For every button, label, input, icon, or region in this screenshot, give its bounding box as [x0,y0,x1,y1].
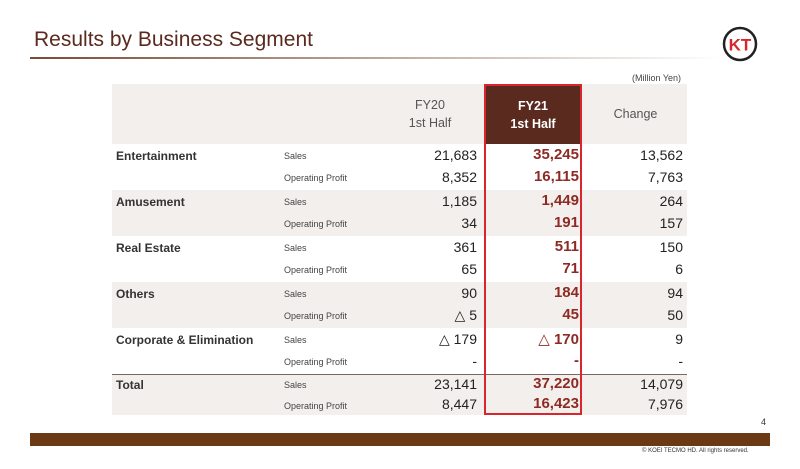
title-underline [30,57,720,59]
value-fy21: 16,423 [533,395,579,412]
value-change: 13,562 [640,147,683,163]
page-number: 4 [761,417,767,427]
footer-bar [30,433,770,446]
metric-label: Sales [284,197,307,207]
value-change: 7,976 [647,396,683,412]
segment-group-real-estate: Real Estate Sales 361 511 150 Operating … [112,236,687,282]
column-header-change: Change [584,84,687,144]
column-header-line2: 1st Half [408,116,452,130]
value-fy20: 8,447 [441,396,477,412]
metric-label: Sales [284,151,307,161]
column-header-line1: Change [613,107,658,121]
value-fy20: 34 [461,215,477,231]
metric-label: Operating Profit [284,265,348,275]
segment-group-corporate-elimination: Corporate & Elimination Sales △ 179 △ 17… [112,328,687,374]
segment-group-amusement: Amusement Sales 1,185 1,449 264 Operatin… [112,190,687,236]
metric-label: Operating Profit [284,173,348,183]
segment-group-others: Others Sales 90 184 94 Operating Profit … [112,282,687,328]
copyright-notice: © KOEI TECMO HD. All rights reserved. [642,448,749,454]
segment-name: Total [116,378,144,392]
total-separator-line [112,374,687,375]
metric-label: Sales [284,380,307,390]
value-fy21: 184 [553,284,579,301]
value-fy21: 37,220 [533,375,579,392]
value-change: 7,763 [647,169,683,185]
value-change: - [678,353,683,369]
column-header-fy21: FY21 1st Half [486,86,580,144]
metric-label: Sales [284,335,307,345]
value-fy21: 191 [553,214,579,231]
segment-group-entertainment: Entertainment Sales 21,683 35,245 13,562… [112,144,687,190]
value-change: 14,079 [640,376,683,392]
value-change: 264 [659,193,683,209]
value-change: 9 [675,331,683,347]
metric-label: Operating Profit [284,219,348,229]
value-change: 6 [675,261,683,277]
segment-name: Entertainment [116,149,197,163]
metric-label: Operating Profit [284,401,348,411]
value-fy21: 71 [562,260,579,277]
value-fy20: 23,141 [434,376,477,392]
segment-results-table: FY20 1st Half FY21 1st Half Change Enter… [112,84,687,415]
page-title: Results by Business Segment [34,28,313,51]
value-fy21: 45 [562,306,579,323]
metric-label: Sales [284,289,307,299]
value-fy20: 65 [461,261,477,277]
column-header-fy20: FY20 1st Half [378,84,482,144]
value-fy20: - [472,353,477,369]
value-fy20: 90 [461,285,477,301]
column-header-line1: FY21 [518,99,548,113]
value-fy21: 35,245 [533,146,579,163]
header-row-background [112,84,687,144]
value-fy20: △ 5 [454,307,477,323]
segment-group-total: Total Sales 23,141 37,220 14,079 Operati… [112,375,687,415]
value-fy20: △ 179 [438,331,477,347]
company-logo: KT [722,26,758,62]
logo-text: KT [729,36,752,55]
value-fy20: 8,352 [441,169,477,185]
value-change: 157 [659,215,683,231]
segment-name: Others [116,287,155,301]
value-fy20: 21,683 [434,147,477,163]
metric-label: Sales [284,243,307,253]
unit-label: (Million Yen) [632,73,682,83]
metric-label: Operating Profit [284,357,348,367]
value-fy21: 1,449 [541,192,579,209]
value-change: 50 [667,307,683,323]
value-fy21: △ 170 [538,331,579,348]
segment-name: Amusement [116,195,185,209]
value-fy20: 361 [453,239,477,255]
value-fy21: - [574,352,579,369]
metric-label: Operating Profit [284,311,348,321]
value-fy21: 511 [554,238,579,255]
value-change: 94 [667,285,683,301]
column-header-line1: FY20 [415,98,445,112]
segment-name: Corporate & Elimination [116,333,254,347]
value-fy21: 16,115 [533,168,579,185]
segment-name: Real Estate [116,241,181,255]
column-header-line2: 1st Half [510,117,556,131]
value-change: 150 [659,239,683,255]
value-fy20: 1,185 [441,193,477,209]
